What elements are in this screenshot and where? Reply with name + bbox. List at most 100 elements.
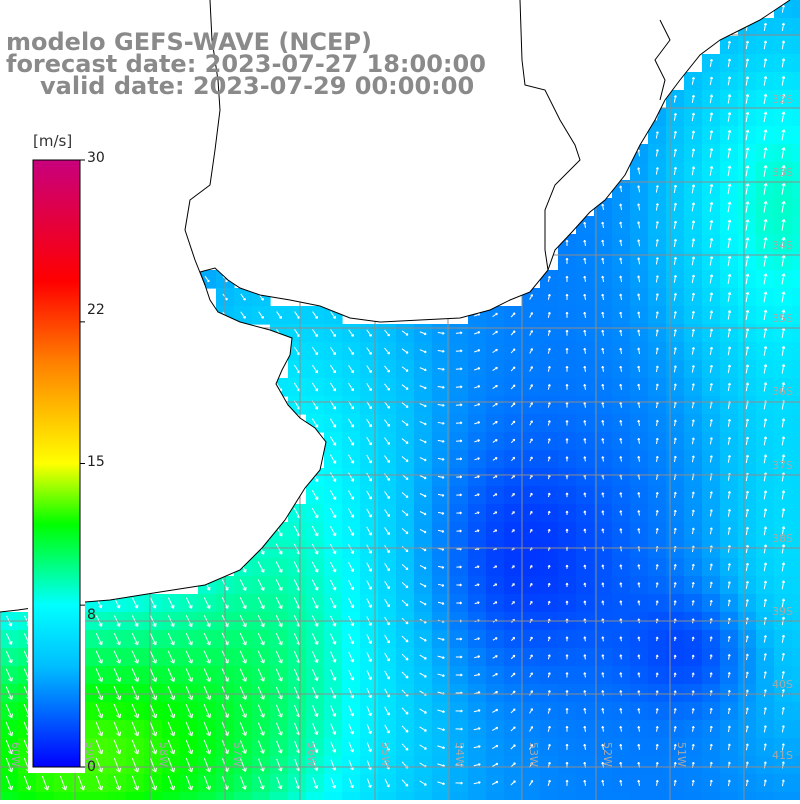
wind-speed-cell — [144, 792, 163, 800]
wind-speed-cell — [792, 774, 800, 793]
latitude-label: 39S — [772, 605, 793, 618]
wind-speed-cell — [792, 792, 800, 800]
wind-speed-cell — [288, 792, 307, 800]
wind-speed-cell — [612, 792, 631, 800]
wind-speed-cell — [792, 720, 800, 739]
wind-speed-cell — [468, 792, 487, 800]
longitude-label: 55W — [379, 742, 392, 767]
wind-speed-cell — [792, 504, 800, 523]
wind-speed-cell — [792, 594, 800, 613]
wind-speed-cell — [252, 792, 271, 800]
wind-speed-cell — [720, 792, 739, 800]
latitude-label: 41S — [772, 749, 793, 762]
wind-speed-cell — [666, 792, 685, 800]
wind-speed-cell — [396, 792, 415, 800]
wind-speed-cell — [450, 792, 469, 800]
wind-speed-cell — [792, 450, 800, 469]
wind-speed-cell — [648, 792, 667, 800]
wind-speed-cell — [234, 792, 253, 800]
wind-speed-cell — [792, 90, 800, 109]
longitude-label: 53W — [527, 742, 540, 767]
colorbar-tick-label: 0 — [87, 759, 96, 775]
wind-speed-cell — [792, 306, 800, 325]
wind-speed-cell — [522, 792, 541, 800]
wind-speed-cell — [342, 792, 361, 800]
latitude-label: 36S — [772, 385, 793, 398]
colorbar-tick-label: 15 — [87, 454, 105, 470]
wind-speed-cell — [792, 180, 800, 199]
valid-date: valid date: 2023-07-29 00:00:00 — [40, 74, 474, 98]
wind-speed-cell — [324, 792, 343, 800]
wind-speed-cell — [414, 792, 433, 800]
wind-speed-cell — [792, 414, 800, 433]
colorbar-tick-label: 30 — [87, 150, 105, 166]
wind-speed-cell — [774, 792, 793, 800]
wind-speed-cell — [792, 144, 800, 163]
colorbar-tick-label: 8 — [87, 607, 96, 623]
wind-speed-cell — [630, 792, 649, 800]
wind-speed-cell — [792, 198, 800, 217]
wind-speed-cell — [792, 522, 800, 541]
wind-speed-cell — [360, 792, 379, 800]
wind-speed-cell — [738, 792, 757, 800]
longitude-label: 51W — [675, 742, 688, 767]
wind-speed-cell — [126, 792, 145, 800]
wind-speed-cell — [792, 36, 800, 55]
latitude-label: 37S — [772, 459, 793, 472]
wind-speed-cell — [36, 792, 55, 800]
latitude-label: 40S — [772, 678, 793, 691]
wind-speed-cell — [792, 72, 800, 91]
wind-speed-cell — [792, 378, 800, 397]
wind-speed-cell — [540, 792, 559, 800]
wind-speed-cell — [792, 270, 800, 289]
wind-speed-cell — [504, 792, 523, 800]
colorbar-unit-label: [m/s] — [33, 132, 72, 150]
wind-speed-cell — [792, 162, 800, 181]
wind-speed-cell — [576, 792, 595, 800]
colorbar-tick-label: 22 — [87, 302, 105, 318]
wind-speed-cell — [792, 396, 800, 415]
wind-speed-cell — [792, 648, 800, 667]
wind-speed-cell — [108, 792, 127, 800]
colorbar-gradient — [33, 160, 80, 767]
latitude-label: 32S — [772, 93, 793, 106]
wind-speed-cell — [792, 558, 800, 577]
wind-speed-cell — [792, 54, 800, 73]
wind-speed-cell — [792, 486, 800, 505]
wind-speed-cell — [0, 792, 19, 800]
wind-speed-cell — [756, 792, 775, 800]
longitude-label: 52W — [601, 742, 614, 767]
wind-speed-cell — [792, 360, 800, 379]
wind-speed-cell — [792, 216, 800, 235]
latitude-label: 38S — [772, 532, 793, 545]
wind-speed-cell — [198, 792, 217, 800]
wind-speed-cell — [306, 792, 325, 800]
wind-speed-cell — [162, 792, 181, 800]
wind-speed-cell — [792, 0, 800, 19]
wind-speed-cell — [792, 18, 800, 37]
wind-speed-cell — [90, 792, 109, 800]
latitude-label: 34S — [772, 239, 793, 252]
wind-speed-cell — [792, 666, 800, 685]
wind-speed-cell — [792, 684, 800, 703]
wind-speed-cell — [702, 792, 721, 800]
longitude-label: 56W — [305, 742, 318, 767]
wind-speed-cell — [486, 792, 505, 800]
longitude-label: 54W — [453, 742, 466, 767]
wind-speed-cell — [792, 342, 800, 361]
longitude-label: 57W — [231, 742, 244, 767]
wind-speed-cell — [792, 540, 800, 559]
colorbar — [28, 130, 85, 773]
longitude-label: 60W — [9, 742, 22, 767]
wind-speed-cell — [54, 792, 73, 800]
wind-speed-cell — [792, 324, 800, 343]
wind-speed-cell — [792, 288, 800, 307]
wind-speed-cell — [792, 756, 800, 775]
wind-speed-cell — [558, 792, 577, 800]
wind-speed-cell — [684, 792, 703, 800]
wind-speed-cell — [792, 630, 800, 649]
wind-speed-cell — [792, 108, 800, 127]
latitude-label: 33S — [772, 166, 793, 179]
